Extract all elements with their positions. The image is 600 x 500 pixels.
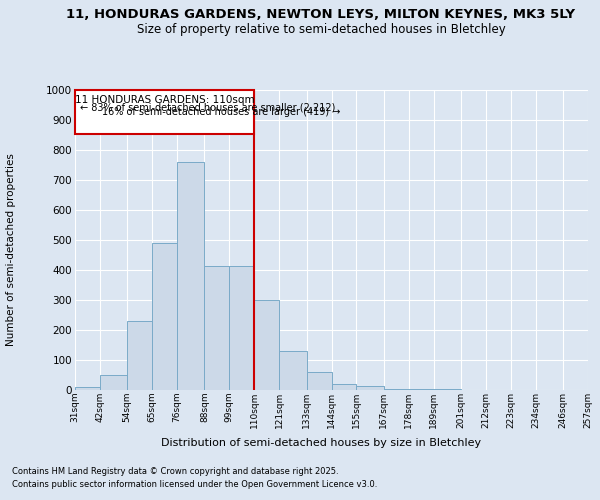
Bar <box>307 372 331 390</box>
Bar <box>279 351 307 390</box>
Text: Size of property relative to semi-detached houses in Bletchley: Size of property relative to semi-detach… <box>137 22 505 36</box>
Text: 16% of semi-detached houses are larger (419) →: 16% of semi-detached houses are larger (… <box>102 108 341 118</box>
Text: Contains HM Land Registry data © Crown copyright and database right 2025.: Contains HM Land Registry data © Crown c… <box>12 468 338 476</box>
Bar <box>331 384 356 390</box>
Bar <box>229 266 254 390</box>
Text: ← 83% of semi-detached houses are smaller (2,212): ← 83% of semi-detached houses are smalle… <box>80 102 335 112</box>
Bar <box>254 300 279 390</box>
Bar <box>152 243 177 390</box>
Bar <box>127 321 152 390</box>
Bar <box>384 388 409 390</box>
FancyBboxPatch shape <box>75 90 254 134</box>
Bar <box>205 266 229 390</box>
Bar <box>356 386 384 390</box>
Text: Number of semi-detached properties: Number of semi-detached properties <box>6 154 16 346</box>
Text: Distribution of semi-detached houses by size in Bletchley: Distribution of semi-detached houses by … <box>161 438 481 448</box>
Text: Contains public sector information licensed under the Open Government Licence v3: Contains public sector information licen… <box>12 480 377 489</box>
Bar <box>75 387 100 390</box>
Bar <box>409 389 434 390</box>
Text: 11 HONDURAS GARDENS: 110sqm: 11 HONDURAS GARDENS: 110sqm <box>75 96 254 106</box>
Text: 11, HONDURAS GARDENS, NEWTON LEYS, MILTON KEYNES, MK3 5LY: 11, HONDURAS GARDENS, NEWTON LEYS, MILTO… <box>67 8 575 20</box>
Bar <box>177 162 205 390</box>
Bar <box>100 375 127 390</box>
